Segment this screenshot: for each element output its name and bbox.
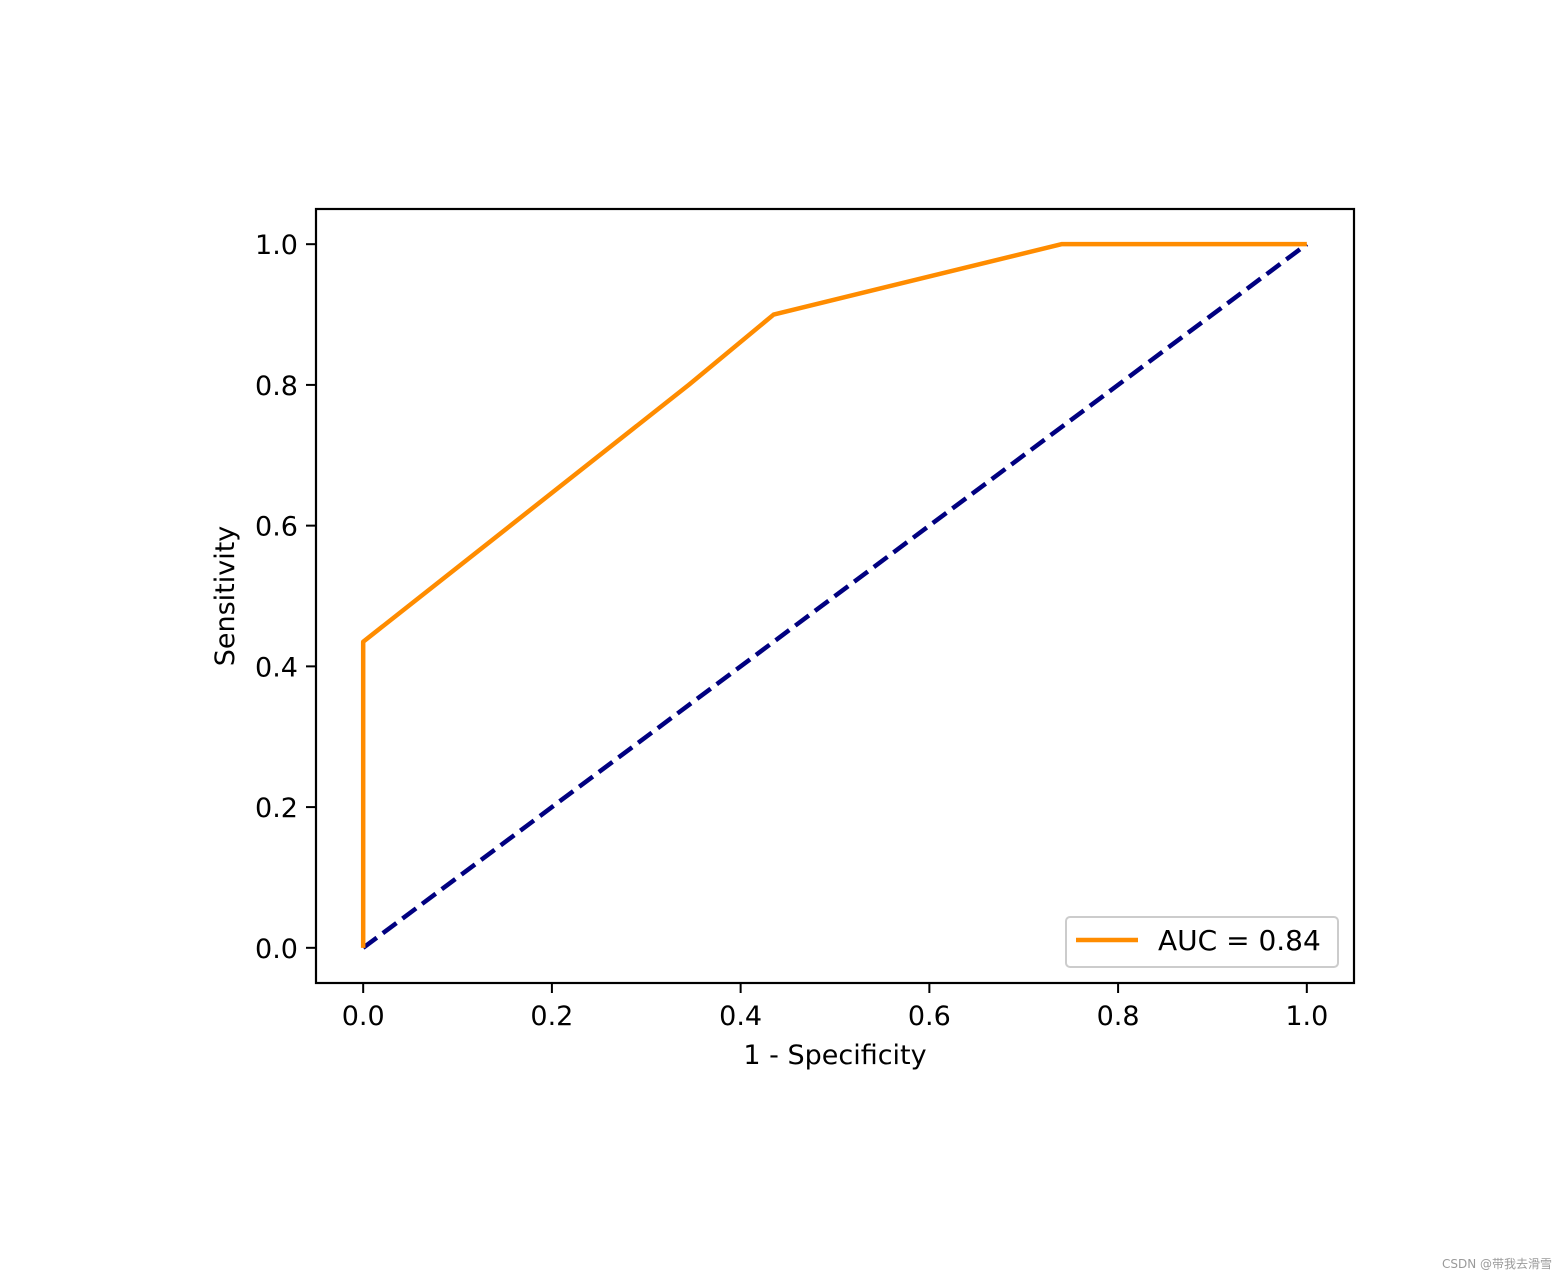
y-tick-label: 0.6 [255,512,298,543]
x-tick-label: 0.2 [530,1001,573,1032]
legend: AUC = 0.84 [1065,916,1339,968]
x-tick-label: 0.4 [719,1001,762,1032]
x-tick-label: 0.6 [908,1001,951,1032]
y-axis-label: Sensitivity [210,526,241,667]
legend-label-auc: AUC = 0.84 [1158,924,1321,957]
series-layer [360,241,1309,950]
y-tick-label: 0.0 [255,934,298,965]
x-tick-label: 1.0 [1285,1001,1328,1032]
watermark: CSDN @带我去滑雪 [1441,1257,1552,1271]
x-axis-label: 1 - Specificity [743,1040,926,1071]
roc-curve-line [360,241,1307,948]
x-tick-label: 0.0 [342,1001,385,1032]
x-axis-ticks: 0.0 0.2 0.4 0.6 0.8 1.0 [342,983,1328,1032]
y-tick-label: 0.4 [255,652,298,683]
legend-box [1065,916,1339,968]
y-axis-ticks: 0.0 0.2 0.4 0.6 0.8 1.0 [255,230,316,965]
y-tick-label: 0.8 [255,371,298,402]
y-tick-label: 0.2 [255,793,298,824]
chance-diagonal-line [361,242,1309,950]
y-tick-label: 1.0 [255,230,298,261]
x-tick-label: 0.8 [1097,1001,1140,1032]
